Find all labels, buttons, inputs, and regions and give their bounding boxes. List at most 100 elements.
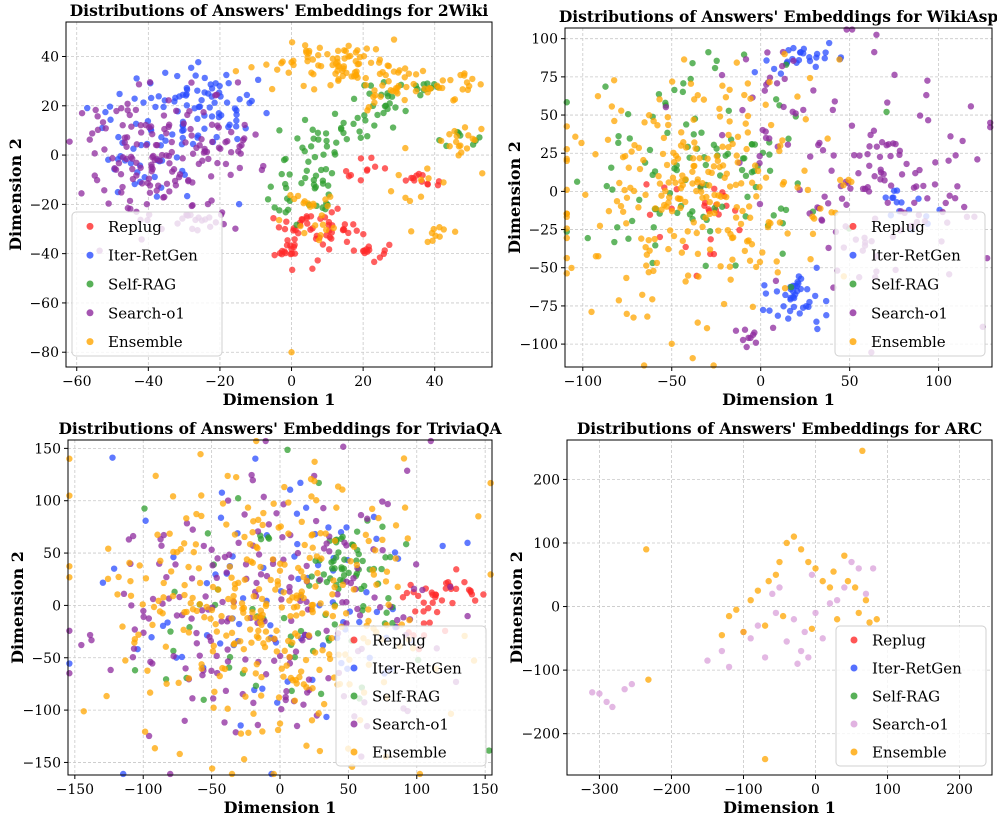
point-search-o1	[898, 171, 906, 178]
point-ensemble	[696, 154, 703, 162]
point-replug	[334, 205, 341, 212]
point-self-rag	[683, 121, 690, 128]
point-self-rag	[364, 132, 371, 140]
point-iter-retgen	[208, 85, 216, 92]
point-replug	[363, 167, 371, 174]
point-iter-retgen	[761, 282, 768, 289]
point-iter-retgen	[806, 54, 813, 61]
point-ensemble	[819, 577, 826, 585]
point-search-o1	[149, 660, 156, 667]
point-iter-retgen	[110, 565, 118, 572]
point-search-o1	[312, 517, 320, 525]
point-ensemble	[300, 199, 307, 207]
point-ensemble	[403, 83, 410, 91]
chart-3: −150 −100 −50 0 50 100 150 −150 −100 −50 0 50 100 150…	[8, 419, 502, 817]
point-search-o1	[805, 654, 812, 661]
point-iter-retgen	[239, 595, 247, 602]
point-ensemble	[201, 614, 208, 621]
point-ensemble	[221, 665, 229, 673]
point-ensemble	[402, 144, 409, 152]
point-ensemble	[582, 191, 589, 198]
point-ensemble	[196, 600, 204, 608]
point-search-o1	[249, 476, 257, 484]
point-ensemble	[115, 573, 122, 581]
point-iter-retgen	[233, 107, 240, 114]
point-ensemble	[228, 615, 235, 622]
point-iter-retgen	[211, 99, 218, 106]
point-self-rag	[402, 540, 410, 548]
point-self-rag	[371, 122, 378, 129]
point-search-o1	[257, 571, 265, 578]
point-search-o1	[784, 141, 792, 148]
point-ensemble	[751, 162, 759, 169]
point-iter-retgen	[115, 133, 122, 141]
y-tick-label: −150	[23, 755, 61, 771]
point-search-o1	[193, 629, 200, 637]
point-ensemble	[426, 84, 433, 92]
point-ensemble	[465, 132, 472, 139]
point-ensemble	[260, 640, 267, 647]
point-ensemble	[322, 196, 329, 203]
point-ensemble	[155, 597, 162, 605]
chart-title: Distributions of Answers' Embeddings for…	[58, 419, 502, 438]
point-iter-retgen	[162, 137, 169, 144]
point-ensemble	[149, 621, 156, 629]
point-search-o1	[273, 510, 280, 517]
point-search-o1	[354, 605, 361, 613]
point-ensemble	[656, 96, 663, 103]
point-ensemble	[806, 74, 814, 82]
point-replug	[411, 177, 418, 184]
point-ensemble	[741, 91, 748, 99]
point-search-o1	[884, 99, 891, 106]
point-search-o1	[200, 542, 207, 550]
point-ensemble	[726, 118, 733, 125]
point-search-o1	[254, 721, 262, 729]
point-self-rag	[608, 164, 615, 171]
point-self-rag	[322, 165, 330, 173]
point-ensemble	[255, 634, 262, 642]
point-search-o1	[780, 103, 787, 111]
point-replug	[323, 232, 330, 239]
point-iter-retgen	[893, 187, 901, 194]
point-search-o1	[829, 106, 837, 114]
point-iter-retgen	[821, 55, 828, 62]
point-ensemble	[316, 44, 324, 52]
point-ensemble	[649, 296, 656, 303]
point-ensemble	[180, 540, 188, 547]
point-ensemble	[372, 547, 379, 554]
point-search-o1	[286, 588, 293, 595]
point-ensemble	[225, 595, 232, 603]
point-ensemble	[401, 96, 408, 104]
point-ensemble	[756, 183, 763, 191]
point-self-rag	[785, 135, 792, 142]
point-replug	[309, 265, 316, 272]
point-ensemble	[311, 222, 319, 229]
x-tick-label: 0	[287, 374, 296, 390]
point-search-o1	[850, 151, 858, 159]
point-ensemble	[679, 172, 686, 179]
point-search-o1	[208, 197, 215, 204]
point-iter-retgen	[293, 510, 301, 517]
point-iter-retgen	[890, 194, 897, 201]
point-ensemble	[402, 194, 409, 201]
point-iter-retgen	[119, 770, 127, 778]
point-search-o1	[94, 113, 101, 120]
point-search-o1	[137, 164, 144, 171]
y-tick-label: −50	[31, 651, 61, 667]
point-self-rag	[167, 628, 174, 635]
point-search-o1	[149, 595, 157, 603]
point-ensemble	[300, 594, 307, 602]
point-ensemble	[455, 143, 463, 150]
point-ensemble	[733, 152, 740, 159]
point-search-o1	[892, 140, 899, 148]
point-search-o1	[196, 142, 203, 149]
point-ensemble	[594, 92, 602, 100]
point-ensemble	[127, 577, 134, 585]
legend: Replug Iter-RetGen Self-RAG Search-o1 Ensemb…	[335, 625, 487, 767]
point-search-o1	[140, 629, 147, 636]
point-self-rag	[333, 139, 340, 146]
point-iter-retgen	[439, 542, 446, 550]
point-self-rag	[485, 747, 493, 754]
point-ensemble	[160, 579, 167, 587]
point-ensemble	[310, 71, 317, 78]
